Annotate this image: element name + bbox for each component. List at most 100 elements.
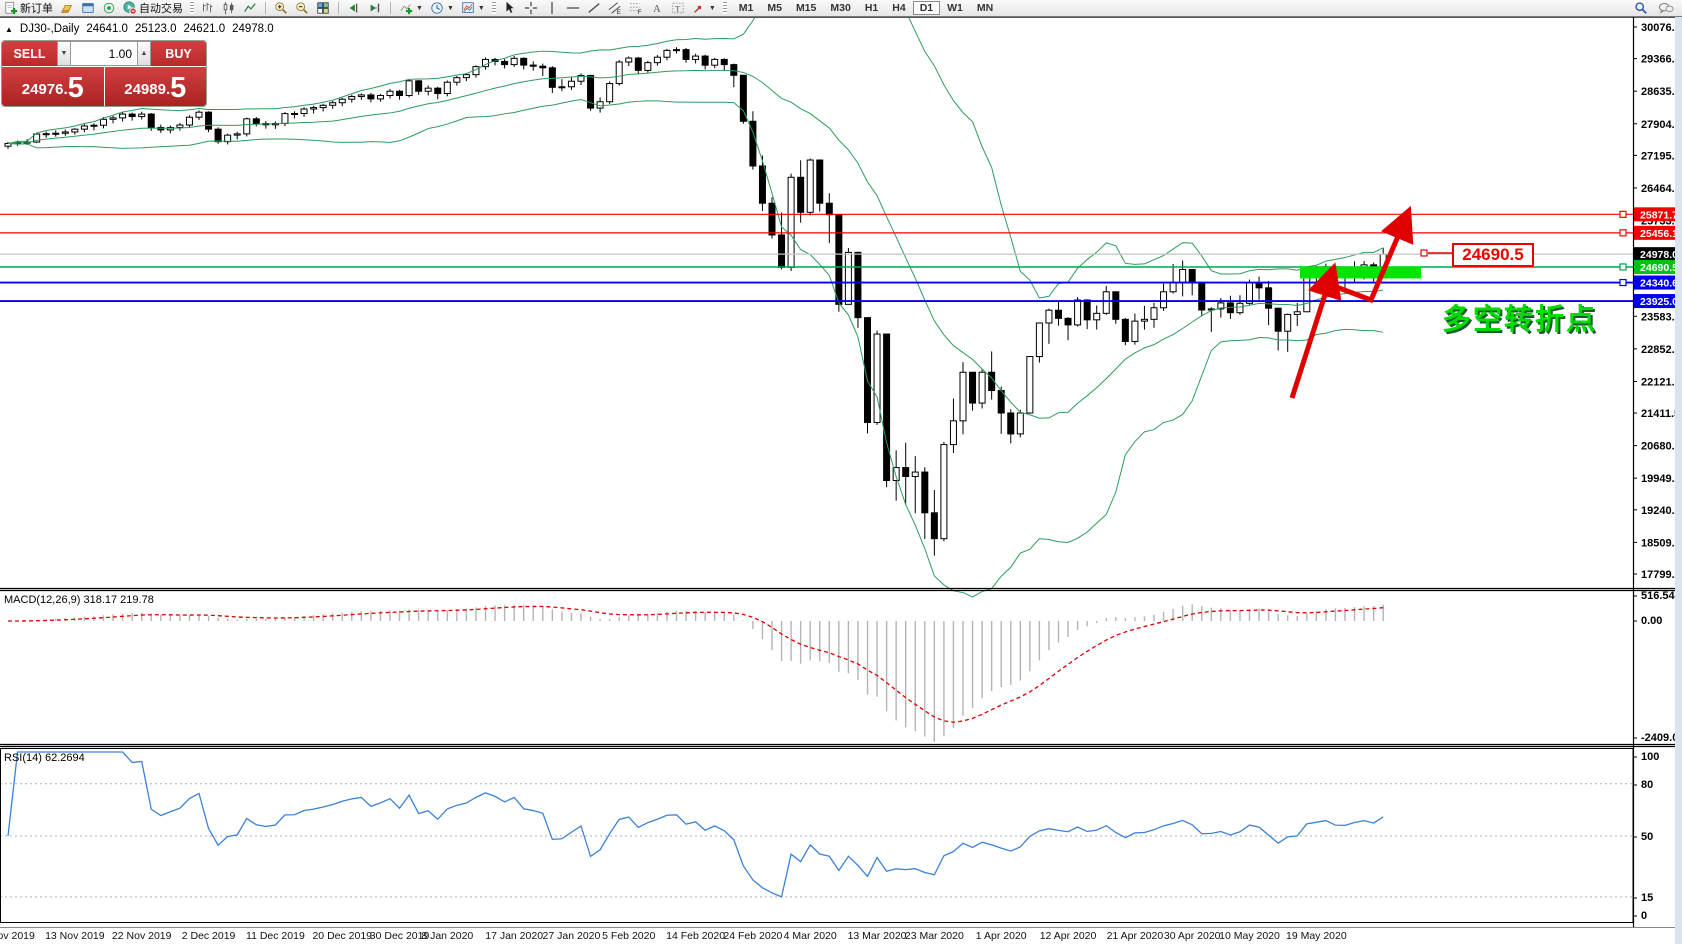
bull-candle xyxy=(1016,412,1024,435)
bull-candle xyxy=(233,133,241,136)
autotrading-button[interactable]: 自动交易 xyxy=(121,1,185,16)
community-chat-button[interactable] xyxy=(1656,1,1676,16)
svg-text:A: A xyxy=(653,4,661,15)
trendline-icon xyxy=(588,3,600,13)
text-icon: A xyxy=(653,4,661,15)
sell-price-button[interactable]: 24976. 5 xyxy=(2,67,104,106)
zoom-in-button[interactable] xyxy=(272,1,290,16)
zone-callout-marker[interactable] xyxy=(1420,249,1428,257)
tile-windows-button[interactable] xyxy=(314,1,332,16)
cursor-button[interactable] xyxy=(501,1,519,16)
timeframe-mn[interactable]: MN xyxy=(976,2,994,14)
price-axis[interactable]: 30076.0 29366.5 28635.5 27904.5 27195.0 26464… xyxy=(1633,22,1682,922)
toolbar-grip[interactable] xyxy=(190,2,194,14)
indicators-button[interactable]: ▼ xyxy=(397,1,425,16)
trend-arrow-up-1[interactable] xyxy=(1289,262,1342,399)
vertical-line-button[interactable] xyxy=(543,1,561,16)
horizontal-line-button[interactable] xyxy=(564,1,582,16)
buy-price-button[interactable]: 24989. 5 xyxy=(104,67,206,106)
timeframe-h4[interactable]: H4 xyxy=(892,2,906,14)
bull-candle xyxy=(510,57,518,66)
price-tick-label: 27195.0 xyxy=(1641,150,1681,162)
zone-price-callout[interactable]: 24690.5 xyxy=(1452,243,1534,267)
cursor-icon xyxy=(506,1,514,13)
buy-button[interactable]: BUY xyxy=(151,41,206,66)
line-anchor-marker[interactable] xyxy=(1619,263,1627,271)
zoom-out-button[interactable] xyxy=(293,1,311,16)
buy-price-point: . xyxy=(165,81,171,98)
text-label-icon: T xyxy=(672,2,684,14)
date-axis[interactable]: 4 Nov 2019 13 Nov 2019 22 Nov 2019 2 Dec 20… xyxy=(0,930,1347,942)
toolbar-grip[interactable] xyxy=(491,2,496,14)
line-anchor-marker[interactable] xyxy=(1619,210,1627,218)
bull-candle xyxy=(711,58,719,66)
volume-increase-button[interactable]: ▲ xyxy=(137,41,151,66)
bar-chart-button[interactable] xyxy=(199,1,217,16)
bull-candle xyxy=(1217,302,1225,310)
toolbar-separator xyxy=(390,2,391,14)
date-tick-label: 2 Dec 2019 xyxy=(182,930,236,942)
chart-canvas[interactable]: 30076.0 29366.5 28635.5 27904.5 27195.0 26464… xyxy=(0,17,1682,944)
metaeditor-icon xyxy=(61,4,73,13)
chart-shift-button[interactable] xyxy=(366,1,384,16)
terminal-button[interactable] xyxy=(79,1,97,16)
candlestick-series xyxy=(4,47,1387,556)
arrows-button[interactable]: ▼ xyxy=(690,1,718,16)
volume-input[interactable]: 1.00 xyxy=(71,41,137,66)
price-level-label: 23925.0 xyxy=(1640,296,1678,308)
metaeditor-button[interactable] xyxy=(58,1,76,16)
timeframe-h1[interactable]: H1 xyxy=(864,2,879,14)
bull-candle xyxy=(424,87,432,92)
templates-icon xyxy=(462,2,474,13)
timeframe-m5[interactable]: M5 xyxy=(767,2,782,14)
ohlc-open: 24641.0 xyxy=(86,23,128,35)
date-tick-label: 27 Jan 2020 xyxy=(543,930,601,942)
periods-button[interactable]: ▼ xyxy=(428,1,456,16)
bull-candle xyxy=(1093,312,1101,321)
date-tick-label: 13 Mar 2020 xyxy=(848,930,907,942)
text-button[interactable]: A xyxy=(648,1,666,16)
collapse-arrow-icon[interactable]: ▲ xyxy=(5,24,13,34)
fibonacci-button[interactable]: F xyxy=(627,1,645,16)
bull-candle xyxy=(138,113,146,118)
timeframe-m15[interactable]: M15 xyxy=(795,2,817,14)
support-zone-highlight[interactable] xyxy=(1300,266,1421,279)
bear-candle xyxy=(883,333,891,481)
turning-point-annotation[interactable]: 多空转折点 xyxy=(1442,304,1598,336)
signals-button[interactable] xyxy=(100,1,118,16)
timeframe-w1[interactable]: W1 xyxy=(947,2,963,14)
templates-button[interactable]: ▼ xyxy=(459,1,487,16)
price-level-label: 24340.6 xyxy=(1640,278,1678,290)
bull-candle xyxy=(386,90,394,97)
volume-decrease-button[interactable]: ▼ xyxy=(57,41,71,66)
line-chart-button[interactable] xyxy=(241,1,259,16)
autotrading-label: 自动交易 xyxy=(139,3,183,15)
toolbar-grip[interactable] xyxy=(722,2,727,14)
text-label-button[interactable]: T xyxy=(669,1,687,16)
new-order-button[interactable]: 新订单 xyxy=(2,1,55,16)
chart-shift-icon xyxy=(370,3,380,13)
line-anchor-marker[interactable] xyxy=(1619,229,1627,237)
timeframe-m30[interactable]: M30 xyxy=(830,2,851,14)
one-click-trading-panel: SELL ▼ 1.00 ▲ BUY 24976. 5 24989. 5 xyxy=(2,41,206,106)
candlestick-chart-button[interactable] xyxy=(220,1,238,16)
sell-button[interactable]: SELL xyxy=(2,41,57,66)
symbol-search-button[interactable] xyxy=(1632,1,1650,16)
bull-candle xyxy=(243,118,251,135)
trendline-button[interactable] xyxy=(585,1,603,16)
equidistant-channel-button[interactable]: E xyxy=(606,1,624,16)
trend-arrow-up-2[interactable] xyxy=(1330,205,1414,304)
bull-candle xyxy=(100,118,107,126)
bear-candle xyxy=(214,128,222,143)
ohlc-high: 25123.0 xyxy=(134,23,177,35)
auto-scroll-button[interactable] xyxy=(345,1,363,16)
timeframe-d1[interactable]: D1 xyxy=(912,1,941,15)
bull-candle xyxy=(1160,291,1168,309)
timeframe-group: M1 M5 M15 M30 H1 H4 D1 W1 MN xyxy=(732,1,1000,15)
crosshair-button[interactable] xyxy=(522,1,540,16)
price-level-label-box xyxy=(1634,259,1681,274)
bear-candle xyxy=(701,55,709,66)
timeframe-m1[interactable]: M1 xyxy=(738,2,754,14)
window-scrollbar[interactable] xyxy=(1675,17,1682,944)
line-anchor-marker[interactable] xyxy=(1619,278,1627,287)
